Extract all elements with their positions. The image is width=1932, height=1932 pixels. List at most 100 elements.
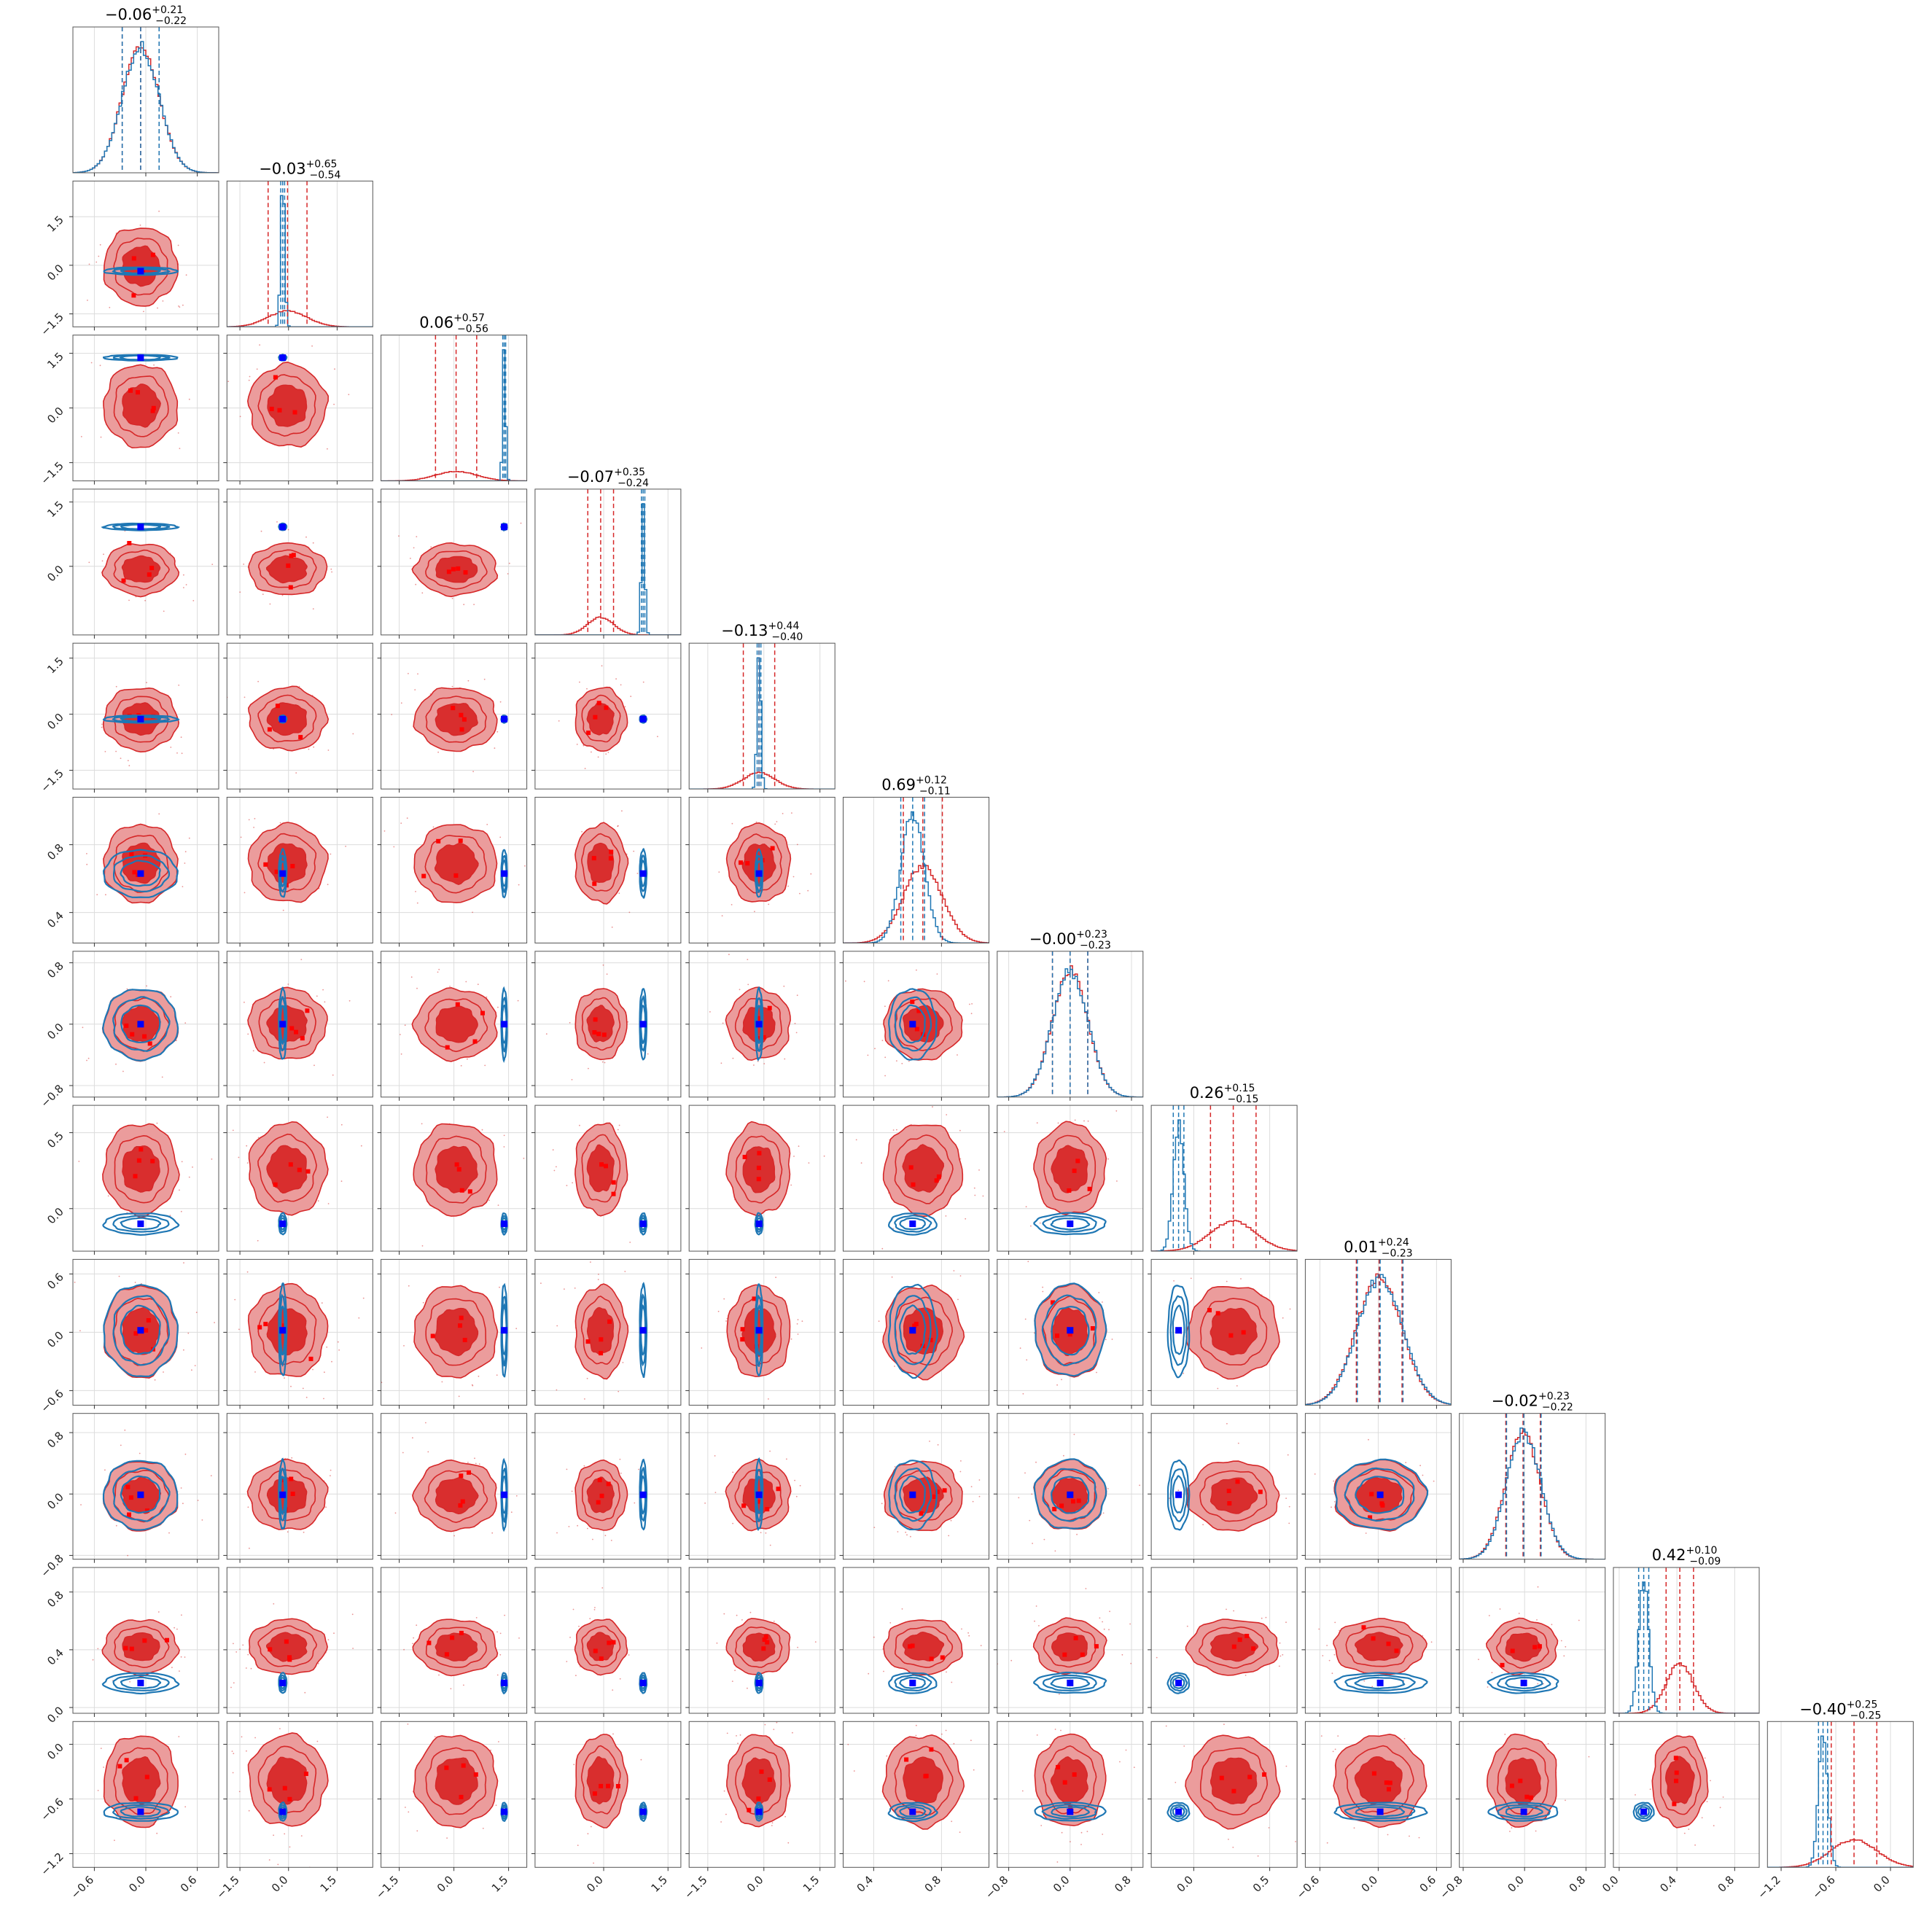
red-sample xyxy=(497,1204,499,1206)
red-marker xyxy=(1072,1168,1077,1173)
title-median: 0.26 xyxy=(1190,1084,1224,1102)
blue-contour xyxy=(1344,1674,1416,1691)
blue-contour xyxy=(754,1457,764,1532)
red-sample xyxy=(496,1631,498,1633)
red-sample xyxy=(754,911,755,913)
blue-contour xyxy=(1169,1674,1188,1692)
blue-contour xyxy=(1041,1804,1097,1820)
red-marker xyxy=(770,846,775,851)
red-marker xyxy=(1067,1332,1072,1337)
red-sample xyxy=(348,1000,351,1002)
red-sample xyxy=(796,844,798,846)
red-sample xyxy=(1059,1693,1060,1695)
red-sample xyxy=(723,1298,725,1300)
red-sample xyxy=(1289,1308,1291,1310)
red-sample xyxy=(569,1021,571,1024)
red-sample xyxy=(331,571,332,573)
red-marker xyxy=(459,1630,464,1635)
red-sample xyxy=(115,750,117,752)
blue-contour xyxy=(754,1283,764,1376)
hist-title-7: 0.26+0.15 −0.15 xyxy=(1190,1083,1259,1105)
x-tick-label: 0.0 xyxy=(1359,1873,1381,1895)
red-sample xyxy=(179,1670,180,1672)
red-sample xyxy=(321,1302,323,1304)
red-sample xyxy=(568,1526,570,1527)
red-sample xyxy=(1098,1292,1100,1293)
y-tick-label: 0.4 xyxy=(44,909,66,931)
red-marker xyxy=(607,1319,612,1324)
red-marker xyxy=(593,1648,598,1654)
red-contour-mid xyxy=(113,237,169,296)
panel-frame xyxy=(226,642,373,790)
red-sample xyxy=(170,747,172,748)
red-marker xyxy=(128,388,133,393)
red-sample xyxy=(1175,1782,1177,1783)
red-marker xyxy=(599,1493,604,1498)
red-sample xyxy=(188,398,190,400)
red-sample xyxy=(598,1274,599,1275)
red-sample xyxy=(499,701,502,703)
title-plus: +0.21 xyxy=(152,4,183,16)
red-sample xyxy=(867,1054,869,1056)
red-sample xyxy=(1332,1750,1334,1753)
red-sample xyxy=(352,1648,354,1649)
red-sample xyxy=(1018,1497,1020,1499)
red-marker xyxy=(1227,1501,1232,1506)
red-sample xyxy=(737,1742,739,1745)
red-sample xyxy=(484,1064,486,1067)
red-marker xyxy=(1369,1492,1374,1497)
red-marker xyxy=(615,1784,620,1788)
red-sample xyxy=(183,587,184,588)
red-contour-inner xyxy=(266,1756,308,1805)
red-marker xyxy=(421,873,426,879)
red-sample xyxy=(601,1587,604,1589)
red-sample xyxy=(566,1185,568,1186)
blue-contour xyxy=(894,1467,932,1522)
red-sample xyxy=(330,1475,331,1476)
red-sample xyxy=(127,1554,129,1557)
red-sample xyxy=(233,1643,234,1645)
red-sample xyxy=(106,1705,107,1707)
red-sample xyxy=(181,1161,183,1163)
red-contour-mid xyxy=(257,1296,317,1366)
contour-panel-7-0: 0.00.5 xyxy=(44,1105,219,1255)
red-contour-inner xyxy=(1210,1757,1258,1805)
red-sample xyxy=(1130,1662,1132,1664)
red-sample xyxy=(183,574,184,576)
red-marker xyxy=(136,390,140,395)
red-sample xyxy=(1034,1620,1035,1622)
red-marker xyxy=(446,569,451,574)
blue-contour xyxy=(1034,1801,1107,1822)
red-sample xyxy=(1535,1830,1537,1832)
red-sample xyxy=(1057,1122,1059,1124)
red-sample xyxy=(545,1033,548,1035)
red-sample xyxy=(331,1360,332,1363)
red-sample xyxy=(601,665,603,667)
red-marker xyxy=(593,714,598,720)
blue-contour xyxy=(101,1672,180,1695)
red-marker xyxy=(282,1785,287,1791)
red-sample xyxy=(176,752,178,754)
red-sample xyxy=(244,1001,245,1003)
red-sample xyxy=(908,1060,910,1062)
red-sample xyxy=(254,1737,256,1739)
blue-contour xyxy=(1172,1304,1185,1355)
red-sample xyxy=(96,261,98,263)
red-sample xyxy=(421,592,424,594)
truth-marker xyxy=(279,1327,287,1334)
red-sample xyxy=(326,1346,328,1348)
red-sample xyxy=(732,1522,733,1524)
red-sample xyxy=(1537,1586,1539,1588)
red-sample xyxy=(300,959,303,960)
red-sample xyxy=(330,568,332,570)
blue-histogram xyxy=(1151,1119,1298,1252)
red-sample xyxy=(1061,1831,1063,1834)
contour-panel-11-6: −0.8 0.0 0.8 xyxy=(983,1721,1144,1901)
truth-marker xyxy=(909,1220,916,1228)
truth-marker xyxy=(501,1021,508,1028)
red-sample xyxy=(721,915,723,916)
red-sample xyxy=(249,375,251,378)
red-marker xyxy=(599,1162,604,1167)
red-sample xyxy=(312,1368,313,1371)
red-sample xyxy=(590,630,591,631)
